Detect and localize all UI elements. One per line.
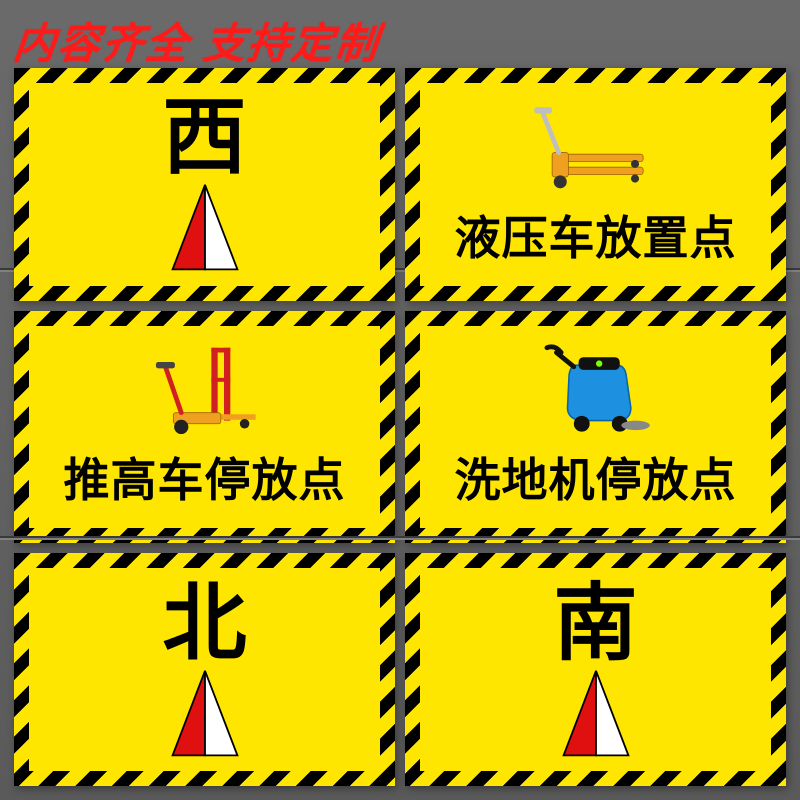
floor-scrubber-icon: [531, 343, 661, 438]
stacker-icon: [140, 343, 270, 438]
sign-north: 北: [14, 553, 395, 786]
sign-west: 西: [14, 68, 395, 301]
compass-arrow-icon: [551, 669, 641, 759]
compass-arrow-icon: [160, 183, 250, 273]
header-text: 内容齐全 支持定制: [11, 10, 383, 71]
direction-label: 北: [162, 581, 246, 665]
sign-grid: 西: [14, 68, 786, 786]
direction-label: 西: [162, 95, 246, 179]
sign-pallet-jack: 液压车放置点: [405, 68, 786, 301]
sign-south: 南: [405, 553, 786, 786]
equipment-label: 洗地机停放点: [455, 444, 737, 510]
sign-scrubber: 洗地机停放点: [405, 311, 786, 544]
direction-label: 南: [553, 581, 637, 665]
equipment-label: 液压车放置点: [455, 202, 737, 268]
pallet-jack-icon: [531, 101, 661, 196]
equipment-label: 推高车停放点: [64, 444, 346, 510]
compass-arrow-icon: [160, 669, 250, 759]
sign-stacker: 推高车停放点: [14, 311, 395, 544]
